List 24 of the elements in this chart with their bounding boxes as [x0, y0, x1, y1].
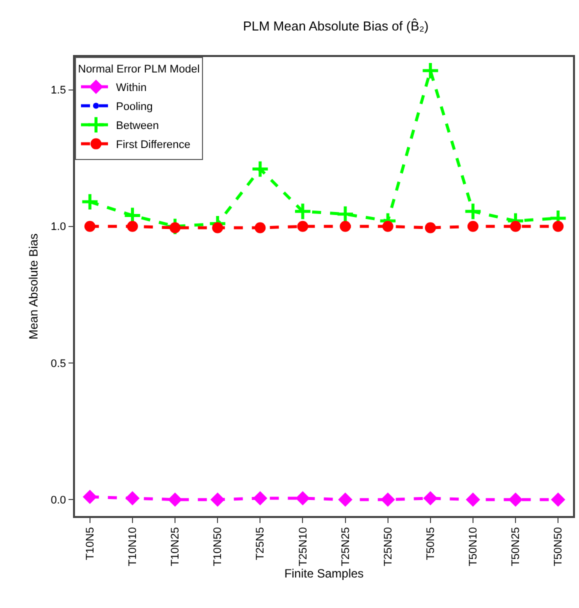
- legend-label: Between: [116, 120, 159, 132]
- x-tick-label: T25N25: [340, 527, 352, 566]
- x-tick-label: T50N5: [424, 527, 437, 560]
- x-tick-label: T50N10: [468, 527, 480, 566]
- x-axis-title: Finite Samples: [284, 566, 364, 581]
- x-tick-label: T10N25: [170, 527, 182, 566]
- x-tick-label: T50N50: [552, 527, 565, 566]
- y-tick-label: 0.5: [50, 358, 66, 370]
- legend-label: Within: [116, 82, 147, 94]
- x-tick-label: T25N10: [297, 527, 310, 566]
- legend-label: First Difference: [116, 139, 190, 152]
- x-tick-label: T50N25: [510, 527, 522, 566]
- y-tick-label: 1.0: [50, 221, 66, 234]
- x-tick-label: T10N5: [84, 527, 96, 560]
- x-tick-label: T25N50: [382, 527, 394, 566]
- y-axis-title: Mean Absolute Bias: [26, 233, 41, 340]
- legend-label: Pooling: [116, 101, 153, 114]
- legend-title: Normal Error PLM Model: [78, 63, 200, 76]
- x-tick-label: T10N50: [212, 527, 224, 566]
- y-tick-label: 0.0: [50, 494, 66, 506]
- y-tick-label: 1.5: [50, 84, 66, 97]
- x-tick-label: T10N10: [127, 527, 140, 566]
- chart-title: PLM Mean Absolute Bias of (B̂₂): [242, 18, 429, 34]
- x-tick-label: T25N5: [254, 527, 267, 560]
